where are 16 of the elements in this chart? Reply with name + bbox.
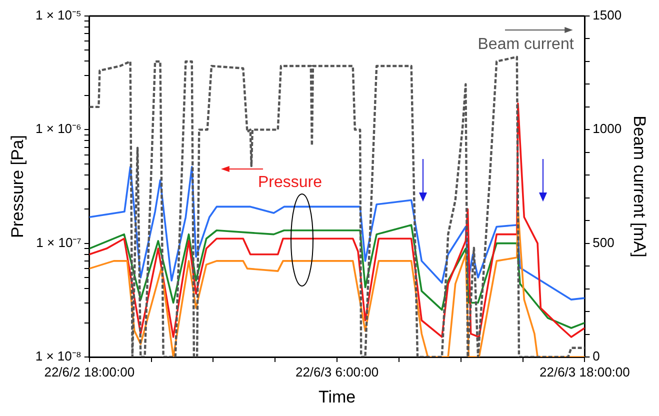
y2-tick-label: 1500: [592, 8, 622, 23]
y2-tick-label: 500: [592, 234, 614, 250]
y-tick-label: 1 × 10⁻⁸: [35, 348, 82, 364]
x-tick-label: 22/6/3 18:00:00: [540, 364, 630, 380]
x-axis-title: Time: [318, 387, 356, 406]
annotation: Pressure: [256, 173, 323, 194]
y-tick-label: 1 × 10⁻⁷: [36, 234, 82, 250]
y-tick-label: 1 × 10⁻⁵: [35, 8, 82, 23]
x-tick-label: 22/6/2 18:00:00: [44, 364, 135, 380]
x-tick-label: 22/6/3 6:00:00: [295, 364, 379, 380]
y-tick-label: 1 × 10⁻⁶: [36, 121, 82, 136]
annotation: Beam current: [478, 34, 574, 55]
y2-tick-label: 1000: [592, 121, 622, 136]
y2-axis-title: Beam current [mA]: [630, 116, 650, 258]
y2-tick-label: 0: [592, 348, 600, 364]
y-axis-title: Pressure [Pa]: [8, 135, 27, 238]
